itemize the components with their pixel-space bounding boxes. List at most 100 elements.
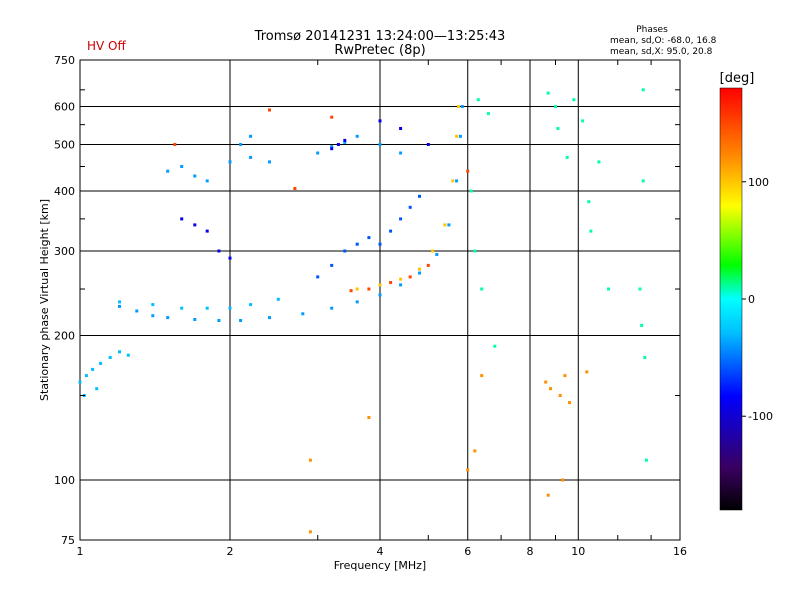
data-point: [95, 387, 99, 391]
data-point: [399, 151, 403, 155]
data-point: [581, 119, 585, 123]
data-point: [151, 303, 155, 307]
data-point: [378, 293, 382, 297]
data-point: [180, 217, 184, 221]
data-point: [399, 277, 403, 281]
data-point: [205, 306, 209, 310]
data-point: [546, 493, 550, 497]
data-point: [268, 108, 271, 112]
data-point: [336, 143, 340, 146]
data-point: [316, 151, 320, 155]
data-point: [643, 356, 647, 359]
data-point: [166, 316, 170, 320]
data-point: [205, 179, 209, 183]
data-point: [641, 179, 645, 183]
data-point: [135, 309, 139, 313]
data-point: [268, 160, 271, 164]
data-point: [565, 155, 569, 159]
data-point: [217, 319, 221, 322]
data-point: [473, 249, 477, 253]
y-axis-label: Stationary phase Virtual Height [km]: [38, 199, 51, 401]
colorbar-ticks: 100 0 -100: [742, 176, 773, 423]
data-point: [330, 263, 334, 267]
colorbar-tick-label: -100: [748, 410, 773, 423]
data-point: [389, 229, 393, 233]
data-point: [408, 205, 412, 209]
data-point: [180, 165, 184, 168]
data-point: [330, 115, 334, 119]
data-point: [457, 105, 460, 108]
data-point: [316, 275, 320, 279]
data-point: [276, 297, 280, 301]
data-point: [367, 416, 371, 419]
data-point: [607, 287, 610, 291]
colorbar-label: [deg]: [720, 71, 755, 86]
data-point: [355, 300, 359, 304]
data-point: [239, 319, 243, 322]
data-point: [568, 401, 571, 405]
data-point: [343, 140, 347, 144]
data-point: [640, 323, 644, 327]
data-point: [355, 134, 359, 138]
data-point: [644, 458, 648, 462]
data-point: [249, 303, 253, 307]
data-point: [173, 143, 177, 146]
data-point: [118, 304, 121, 308]
data-point: [399, 217, 403, 221]
data-point: [330, 145, 334, 149]
y-tick-label: 600: [54, 101, 75, 114]
data-point: [641, 88, 645, 92]
chart-title: Tromsø 20141231 13:24:00—13:25:43: [254, 29, 506, 44]
phases-title: Phases: [636, 25, 668, 35]
data-point: [228, 160, 232, 164]
data-point: [460, 105, 464, 108]
data-point: [572, 98, 576, 102]
data-point: [546, 91, 550, 95]
data-point: [166, 169, 170, 173]
data-point: [99, 361, 103, 365]
data-point: [455, 179, 459, 183]
y-tick-label: 500: [54, 139, 75, 152]
data-point: [469, 189, 473, 193]
y-tick-label: 750: [54, 54, 75, 67]
data-point: [418, 271, 421, 275]
data-point: [426, 263, 430, 267]
data-point: [587, 200, 591, 204]
data-point: [205, 229, 209, 233]
x-tick-label: 16: [673, 545, 687, 558]
phases-mean-o: mean, sd,O: -68.0, 16.8: [610, 36, 717, 46]
y-tick-label: 75: [61, 534, 75, 547]
x-tick-label: 6: [464, 545, 471, 558]
data-point: [378, 119, 382, 123]
data-point: [585, 370, 589, 374]
data-point: [561, 478, 565, 482]
data-point: [308, 458, 312, 462]
data-point: [493, 344, 497, 348]
data-point: [458, 134, 462, 138]
data-point: [435, 253, 439, 256]
data-point: [228, 256, 232, 260]
data-point: [563, 374, 567, 378]
x-axis: 1 2 4 6 8 10 16: [77, 60, 687, 558]
phases-mean-x: mean, sd,X: 95.0, 20.8: [610, 47, 713, 57]
data-point: [228, 306, 232, 310]
data-point: [426, 143, 430, 146]
data-point: [349, 289, 353, 293]
data-points: [78, 88, 648, 534]
y-axis: 75 100 200 300 400 500 600 750: [54, 54, 680, 547]
data-point: [355, 242, 359, 246]
data-point: [239, 143, 243, 146]
data-point: [455, 134, 459, 138]
data-point: [480, 374, 484, 378]
data-point: [308, 530, 312, 534]
data-point: [443, 223, 447, 227]
data-point: [480, 287, 484, 291]
data-point: [343, 249, 347, 253]
y-tick-label: 300: [54, 245, 75, 258]
data-point: [418, 267, 421, 271]
data-point: [126, 353, 130, 357]
x-tick-label: 10: [571, 545, 585, 558]
data-point: [249, 134, 253, 138]
